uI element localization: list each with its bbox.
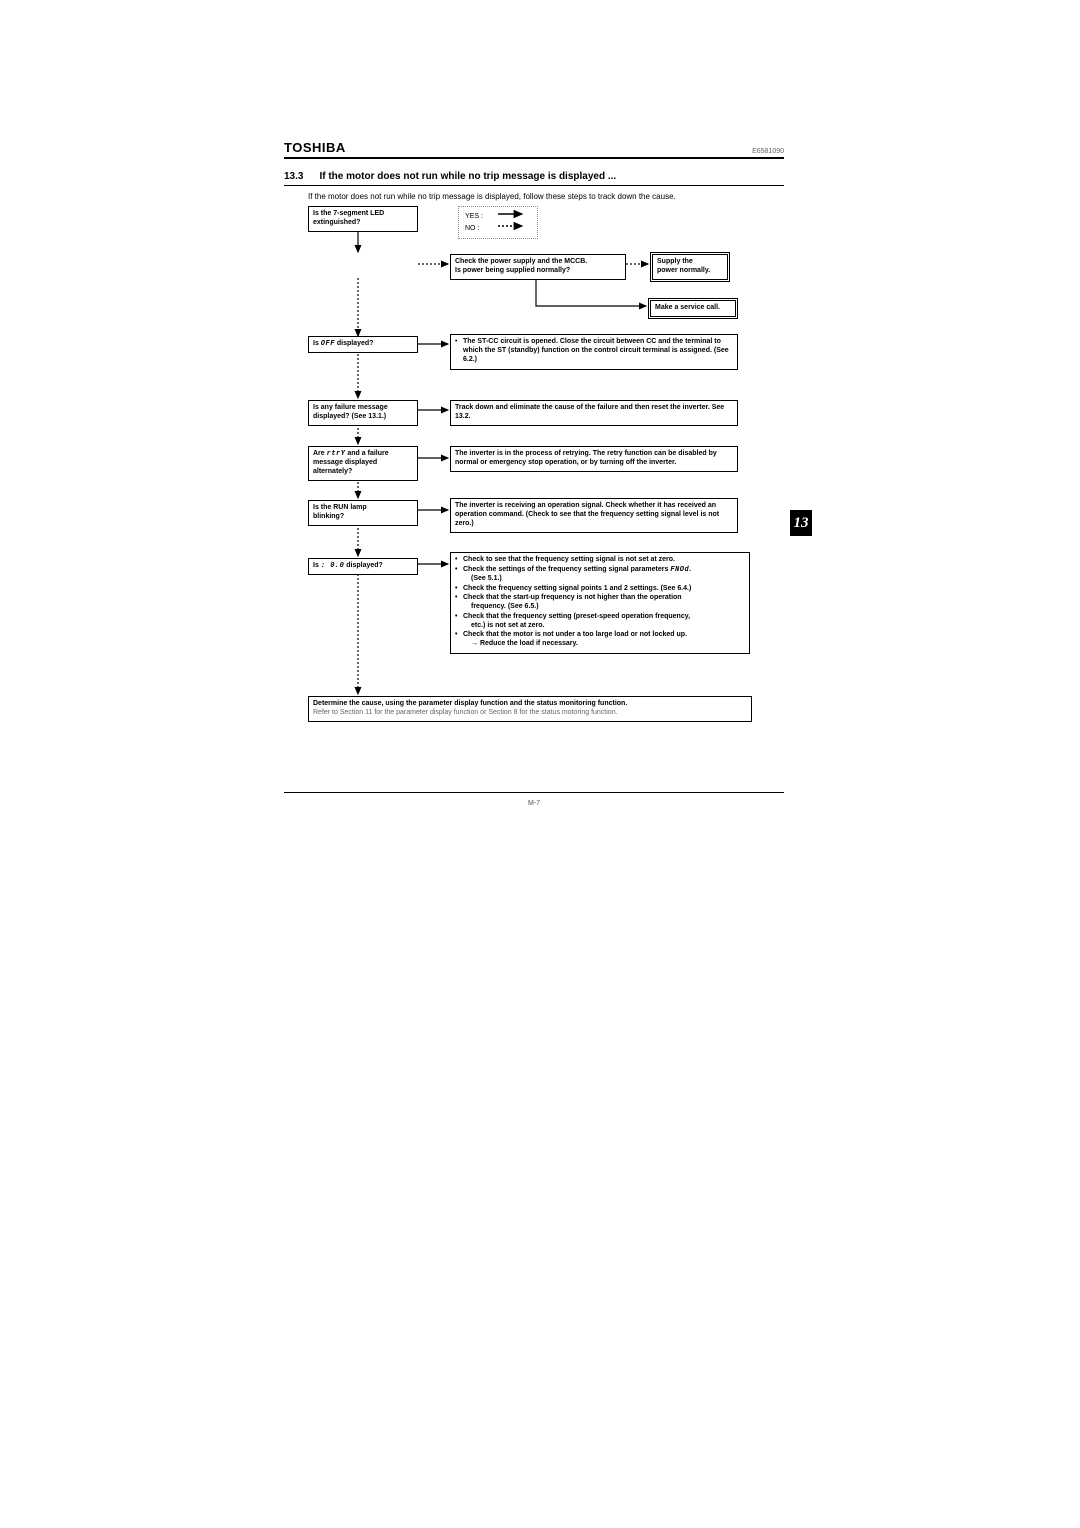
text: Check that the motor is not under a too … [463, 631, 687, 638]
box-retry-ans: The inverter is in the process of retryi… [450, 446, 738, 472]
text: Check that the frequency setting (preset… [463, 613, 690, 620]
box-q-run: Is the RUN lamp blinking? [308, 500, 418, 526]
box-run-ans: The inverter is receiving an operation s… [450, 498, 738, 532]
page: TOSHIBA E6581090 13.3 If the motor does … [284, 140, 784, 746]
legend-no: NO : [465, 223, 531, 234]
section-title: If the motor does not run while no trip … [319, 171, 616, 182]
brand: TOSHIBA [284, 140, 346, 155]
text: → Reduce the load if necessary. [463, 640, 745, 649]
box-q-fail: Is any failure message displayed? (See 1… [308, 400, 418, 426]
box-q-off: Is OFF displayed? [308, 336, 418, 353]
box-fail-ans: Track down and eliminate the cause of th… [450, 400, 738, 426]
box-service: Make a service call. [648, 298, 738, 319]
side-tab: 13 [790, 510, 812, 536]
text: alternately? [313, 468, 352, 475]
box-q-led: Is the 7-segment LED extinguished? [308, 206, 418, 232]
page-number: M-7 [284, 800, 784, 807]
legend: YES : NO : [458, 206, 538, 238]
text: displayed? [335, 340, 374, 347]
text: Determine the cause, using the parameter… [313, 700, 627, 707]
footer-rule [284, 792, 784, 793]
text: Make a service call. [655, 304, 720, 311]
text: Is the RUN lamp [313, 504, 367, 511]
text: Track down and eliminate the cause of th… [455, 404, 724, 420]
text: Check that the start-up frequency is not… [463, 594, 682, 601]
text: displayed? (See 13.1.) [313, 413, 386, 420]
text: Supply the [657, 258, 693, 265]
doc-number: E6581090 [752, 148, 784, 155]
text: The inverter is in the process of retryi… [455, 450, 717, 466]
text: message displayed [313, 459, 377, 466]
flowchart: YES : NO : The motor does not run. Is th… [308, 206, 768, 746]
text: extinguished? [313, 219, 360, 226]
text: Check the power supply and the MCCB. [455, 258, 587, 265]
text: Check to see that the frequency setting … [463, 556, 675, 563]
seg: OFF [321, 340, 335, 348]
text: Check the settings of the frequency sett… [463, 566, 670, 573]
header-row: TOSHIBA E6581090 [284, 140, 784, 159]
text: Is the 7-segment LED [313, 210, 384, 217]
text: blinking? [313, 513, 344, 520]
intro-text: If the motor does not run while no trip … [308, 192, 784, 202]
box-q-retry: Are rtrY and a failure message displayed… [308, 446, 418, 480]
seg: rtrY [327, 450, 346, 458]
text: . [689, 566, 691, 573]
text: Is [313, 340, 321, 347]
text-muted: Refer to Section 11 for the parameter di… [313, 709, 618, 716]
section-heading: 13.3 If the motor does not run while no … [284, 171, 784, 186]
box-supply: Supply the power normally. [650, 252, 730, 282]
box-00-ans: Check to see that the frequency setting … [450, 552, 750, 654]
seg: FNOd [670, 566, 689, 574]
box-off-ans: The ST-CC circuit is opened. Close the c… [450, 334, 738, 369]
text: Is power being supplied normally? [455, 267, 570, 274]
text: The ST-CC circuit is opened. Close the c… [463, 338, 729, 363]
seg: : 0.0 [321, 562, 345, 570]
box-check-power: Check the power supply and the MCCB. Is … [450, 254, 626, 280]
text: The inverter is receiving an operation s… [455, 502, 719, 527]
text: power normally. [657, 267, 710, 274]
text: etc.) is not set at zero. [463, 622, 745, 631]
text: frequency. (See 6.5.) [463, 603, 745, 612]
text: Is [313, 562, 321, 569]
text: Is any failure message [313, 404, 388, 411]
text: Check the frequency setting signal point… [463, 585, 691, 592]
text: displayed? [344, 562, 383, 569]
box-final: Determine the cause, using the parameter… [308, 696, 752, 722]
section-number: 13.3 [284, 171, 303, 182]
legend-yes: YES : [465, 211, 531, 222]
text: Are [313, 450, 327, 457]
text: and a failure [345, 450, 388, 457]
text: (See 5.1.) [463, 575, 745, 584]
box-q-00: Is : 0.0 displayed? [308, 558, 418, 575]
